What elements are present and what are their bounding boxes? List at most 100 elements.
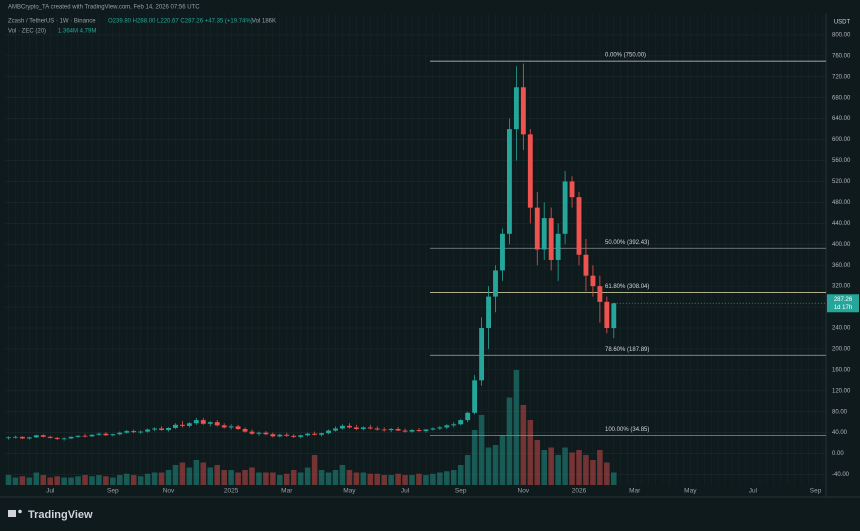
- candle-body: [479, 328, 485, 381]
- countdown: 1d 17h: [834, 305, 852, 311]
- candle-body: [124, 431, 130, 433]
- volume-bar: [277, 475, 283, 485]
- candle-body: [263, 432, 269, 435]
- volume-bar: [409, 475, 415, 485]
- volume-bar: [388, 475, 394, 485]
- volume-bar: [527, 420, 534, 485]
- candle-body: [520, 87, 526, 135]
- candle-body: [555, 233, 561, 260]
- candle-body: [353, 427, 359, 430]
- candle-body: [200, 420, 206, 424]
- volume-bar: [437, 472, 443, 485]
- candle-body: [305, 433, 311, 436]
- candle-body: [395, 429, 401, 431]
- y-tick-label: 640.00: [832, 116, 851, 122]
- candle-body: [249, 431, 255, 434]
- candle-body: [340, 425, 345, 429]
- candle-body: [423, 429, 429, 432]
- last-price: 287.26: [834, 297, 853, 303]
- x-tick-label: May: [684, 488, 697, 495]
- volume-bar: [165, 470, 172, 485]
- x-tick-label: Mar: [281, 488, 293, 495]
- volume-bar: [249, 467, 255, 485]
- candle-body: [597, 286, 603, 302]
- volume-bar: [381, 475, 387, 485]
- volume-bar: [374, 473, 381, 485]
- candle-body: [527, 134, 533, 208]
- x-tick-label: 2026: [572, 488, 587, 495]
- candle-body: [33, 435, 39, 438]
- y-tick-label: 120.00: [832, 388, 851, 394]
- volume-bar: [12, 477, 19, 485]
- volume-bar: [40, 475, 47, 485]
- candle-body: [228, 426, 234, 428]
- y-tick-label: 360.00: [832, 263, 851, 269]
- candle-body: [13, 436, 18, 438]
- y-tick-label: 560.00: [832, 158, 851, 164]
- volume-bar: [172, 465, 179, 485]
- y-tick-label: 600.00: [832, 137, 851, 143]
- volume-bar: [214, 465, 220, 485]
- x-tick-label: Jul: [46, 488, 55, 495]
- volume-bar: [604, 462, 610, 485]
- volume-bar: [534, 440, 541, 485]
- candle-body: [472, 380, 478, 413]
- candle-body: [96, 433, 102, 435]
- x-tick-label: Mar: [629, 488, 641, 495]
- candle-body: [152, 428, 158, 430]
- brand: TradingView: [28, 509, 93, 521]
- volume-bar: [123, 473, 130, 485]
- candle-body: [186, 423, 192, 426]
- volume-bar: [464, 455, 471, 485]
- candle-body: [221, 425, 227, 428]
- fib-label: 100.00% (34.85): [605, 427, 649, 433]
- volume-bar: [75, 476, 81, 485]
- candle-body: [611, 303, 617, 329]
- volume-bar: [304, 467, 311, 485]
- volume-bar: [353, 472, 360, 485]
- volume-bar: [144, 473, 151, 485]
- candle-body: [40, 435, 46, 437]
- volume-bar: [186, 467, 193, 485]
- y-tick-label: -40.00: [832, 472, 850, 478]
- fib-label: 50.00% (392.43): [605, 240, 649, 246]
- y-tick-label: 80.00: [832, 409, 848, 415]
- volume-bar: [444, 471, 450, 485]
- y-tick-label: 400.00: [832, 242, 851, 248]
- candle-body: [82, 435, 88, 437]
- y-tick-label: 520.00: [832, 179, 851, 185]
- volume-bar: [263, 472, 269, 485]
- logo-mark: [8, 510, 16, 517]
- candle-body: [68, 436, 74, 439]
- candle-body: [131, 431, 137, 433]
- volume-bar: [423, 475, 429, 485]
- volume-bar: [541, 450, 547, 485]
- volume-bar: [506, 397, 513, 485]
- candle-body: [367, 427, 373, 429]
- candle-body: [465, 412, 471, 421]
- y-tick-label: 800.00: [832, 33, 851, 39]
- candle-body: [207, 422, 213, 424]
- candle-body: [569, 181, 575, 198]
- candle-body: [26, 437, 32, 439]
- y-tick-label: 440.00: [832, 221, 851, 227]
- volume-bar: [548, 447, 554, 485]
- volume-bar: [311, 455, 318, 485]
- volume-text: Vol 186K: [252, 19, 276, 25]
- currency: USDT: [834, 20, 851, 26]
- logo: TradingView: [8, 509, 93, 521]
- candle-body: [284, 434, 290, 436]
- volume-bar: [485, 447, 492, 485]
- candle-body: [61, 438, 67, 440]
- indicator: Vol · ZEC (20): [8, 29, 46, 35]
- y-tick-label: 320.00: [832, 284, 851, 290]
- candle-body: [548, 218, 554, 260]
- x-tick-label: Sep: [107, 488, 119, 495]
- candle-body: [235, 426, 241, 430]
- candle-body: [346, 425, 352, 428]
- x-tick-label: Sep: [810, 488, 822, 495]
- y-tick-label: 40.00: [832, 430, 848, 436]
- candle-body: [604, 301, 610, 328]
- volume-bar: [207, 467, 214, 485]
